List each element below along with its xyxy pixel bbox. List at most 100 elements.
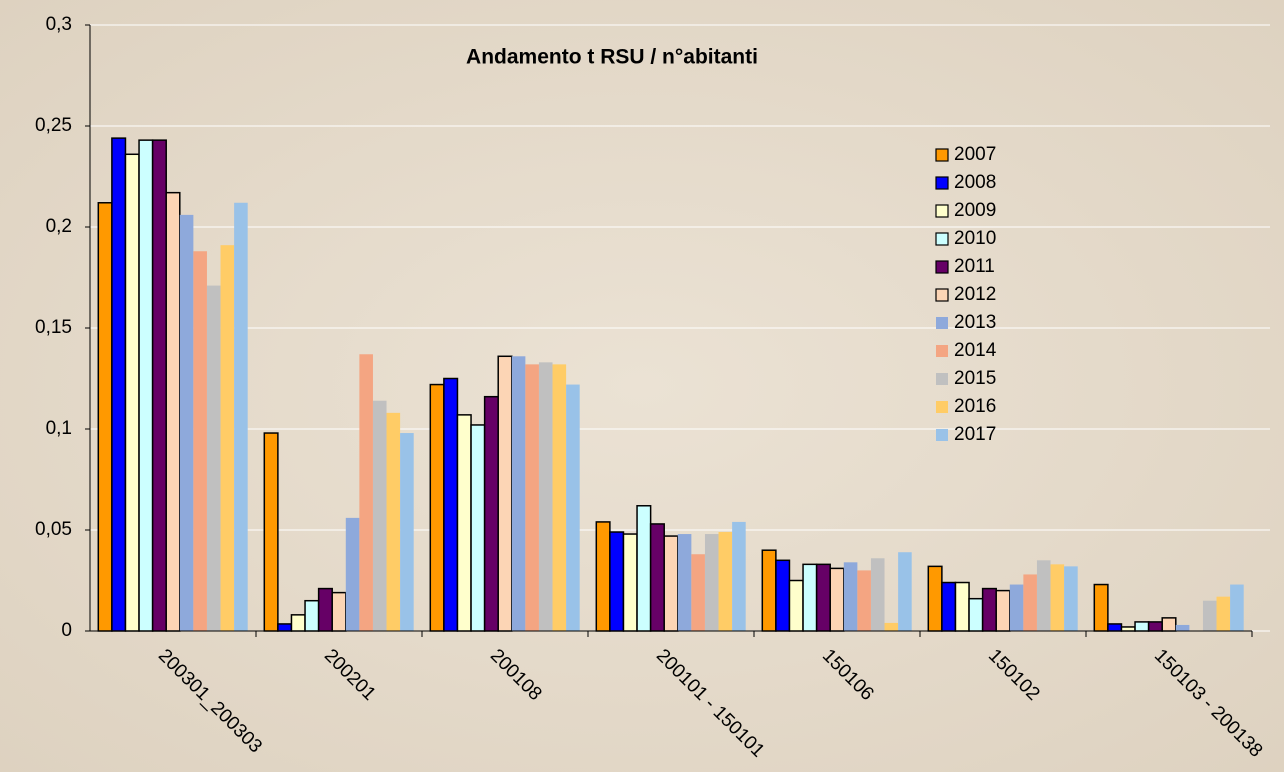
bar: [429, 383, 445, 632]
bar: [345, 517, 360, 631]
legend-label: 2012: [954, 284, 996, 305]
legend-swatch: [935, 176, 949, 190]
bar: [677, 534, 692, 631]
bar: [884, 622, 899, 631]
bar: [1036, 560, 1051, 631]
legend-swatch: [935, 288, 949, 302]
bar: [1161, 617, 1177, 632]
legend-swatch: [935, 204, 949, 218]
bar: [97, 202, 113, 632]
legend-swatch: [936, 429, 948, 441]
legend-swatch: [935, 148, 949, 162]
legend-swatch: [936, 401, 948, 413]
bar: [1050, 564, 1065, 631]
bar: [111, 137, 127, 632]
bar: [870, 558, 885, 631]
bar: [1023, 574, 1037, 631]
bar: [732, 521, 746, 631]
bar: [525, 364, 539, 631]
legend-swatch: [936, 345, 948, 357]
bar: [788, 579, 804, 632]
bar: [220, 245, 235, 631]
bar: [359, 354, 373, 631]
bar: [649, 523, 665, 632]
bar: [691, 554, 705, 631]
bar: [802, 563, 818, 632]
bar: [277, 623, 293, 632]
bar: [954, 581, 970, 632]
y-tick-label: 0,3: [46, 14, 72, 35]
bar: [234, 202, 248, 631]
bar: [165, 191, 181, 632]
bar: [1175, 624, 1190, 631]
bar: [1230, 584, 1244, 631]
bar: [704, 534, 719, 631]
legend-label: 2009: [954, 200, 996, 221]
y-tick-label: 0,2: [46, 216, 72, 237]
legend-label: 2013: [954, 312, 996, 333]
legend-swatch: [936, 373, 948, 385]
bar: [815, 563, 831, 632]
bar: [1134, 621, 1150, 632]
bar: [718, 532, 733, 631]
bar: [1009, 584, 1024, 631]
bar: [317, 587, 333, 632]
bar: [898, 552, 912, 631]
bar: [761, 549, 777, 632]
bar: [1120, 626, 1136, 632]
bar: [1202, 600, 1217, 631]
bar: [304, 599, 320, 632]
bar: [511, 356, 526, 631]
bar: [663, 535, 679, 632]
bar: [179, 214, 194, 631]
bar: [857, 570, 871, 631]
bar: [622, 533, 638, 632]
bar: [483, 395, 499, 632]
bar: [1216, 596, 1231, 631]
bar: [1093, 583, 1109, 632]
legend-swatch: [936, 317, 948, 329]
bar: [981, 587, 997, 632]
bar: [400, 433, 414, 631]
legend-label: 2007: [954, 144, 996, 165]
bar: [552, 364, 567, 631]
bar: [927, 565, 943, 632]
bar: [609, 531, 625, 632]
bar: [566, 384, 580, 631]
y-tick-label: 0: [61, 620, 72, 641]
bar: [1147, 621, 1163, 632]
chart-title: Andamento t RSU / n°abitanti: [466, 46, 758, 69]
legend-label: 2014: [954, 340, 997, 361]
bar: [1107, 623, 1123, 632]
bar: [372, 400, 387, 631]
y-tick-label: 0,25: [35, 115, 72, 136]
bar: [843, 562, 858, 631]
bar: [538, 362, 553, 631]
y-tick-label: 0,1: [46, 418, 72, 439]
bar: [1064, 566, 1078, 631]
legend-swatch: [935, 260, 949, 274]
bar: [386, 412, 401, 631]
legend-label: 2011: [954, 256, 995, 277]
bar: [775, 559, 791, 632]
y-tick-label: 0,05: [35, 519, 72, 540]
y-tick-label: 0,15: [35, 317, 72, 338]
bar: [636, 505, 652, 632]
legend-swatch: [935, 232, 949, 246]
bar: [443, 377, 459, 632]
bar: [151, 139, 167, 632]
bar: [124, 153, 140, 632]
legend-label: 2017: [954, 424, 996, 445]
bar: [968, 597, 984, 632]
legend-label: 2015: [954, 368, 996, 389]
bar: [206, 285, 221, 631]
bar: [193, 251, 207, 632]
bar: [470, 424, 486, 632]
bar: [456, 414, 472, 632]
bar: [995, 589, 1011, 632]
legend-label: 2016: [954, 396, 996, 417]
bar: [138, 139, 154, 632]
bar: [263, 432, 279, 632]
